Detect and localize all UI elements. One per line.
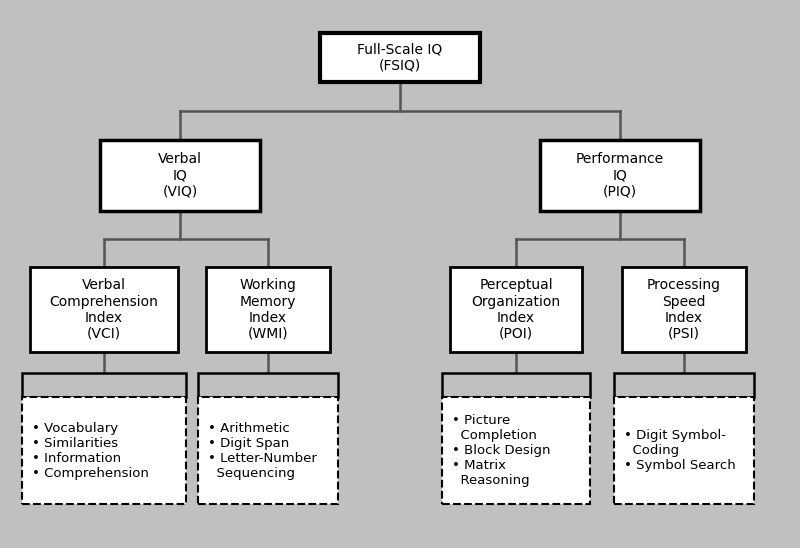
FancyBboxPatch shape (100, 140, 260, 211)
FancyBboxPatch shape (22, 397, 186, 504)
Text: Verbal
Comprehension
Index
(VCI): Verbal Comprehension Index (VCI) (50, 278, 158, 341)
Text: • Vocabulary
• Similarities
• Information
• Comprehension: • Vocabulary • Similarities • Informatio… (32, 422, 149, 480)
Text: • Arithmetic
• Digit Span
• Letter-Number
  Sequencing: • Arithmetic • Digit Span • Letter-Numbe… (208, 422, 317, 480)
Text: Perceptual
Organization
Index
(POI): Perceptual Organization Index (POI) (471, 278, 561, 341)
FancyBboxPatch shape (198, 373, 338, 397)
Text: Working
Memory
Index
(WMI): Working Memory Index (WMI) (239, 278, 297, 341)
FancyBboxPatch shape (30, 267, 178, 352)
Text: • Digit Symbol-
  Coding
• Symbol Search: • Digit Symbol- Coding • Symbol Search (624, 429, 735, 472)
Text: Verbal
IQ
(VIQ): Verbal IQ (VIQ) (158, 152, 202, 198)
Text: Performance
IQ
(PIQ): Performance IQ (PIQ) (576, 152, 664, 198)
FancyBboxPatch shape (540, 140, 700, 211)
FancyBboxPatch shape (320, 33, 480, 82)
FancyBboxPatch shape (206, 267, 330, 352)
FancyBboxPatch shape (614, 397, 754, 504)
FancyBboxPatch shape (198, 397, 338, 504)
FancyBboxPatch shape (614, 373, 754, 397)
FancyBboxPatch shape (622, 267, 746, 352)
FancyBboxPatch shape (442, 397, 590, 504)
Text: Processing
Speed
Index
(PSI): Processing Speed Index (PSI) (647, 278, 721, 341)
FancyBboxPatch shape (442, 373, 590, 397)
Text: • Picture
  Completion
• Block Design
• Matrix
  Reasoning: • Picture Completion • Block Design • Ma… (451, 414, 550, 487)
Text: Full-Scale IQ
(FSIQ): Full-Scale IQ (FSIQ) (358, 42, 442, 73)
FancyBboxPatch shape (22, 373, 186, 397)
FancyBboxPatch shape (450, 267, 582, 352)
